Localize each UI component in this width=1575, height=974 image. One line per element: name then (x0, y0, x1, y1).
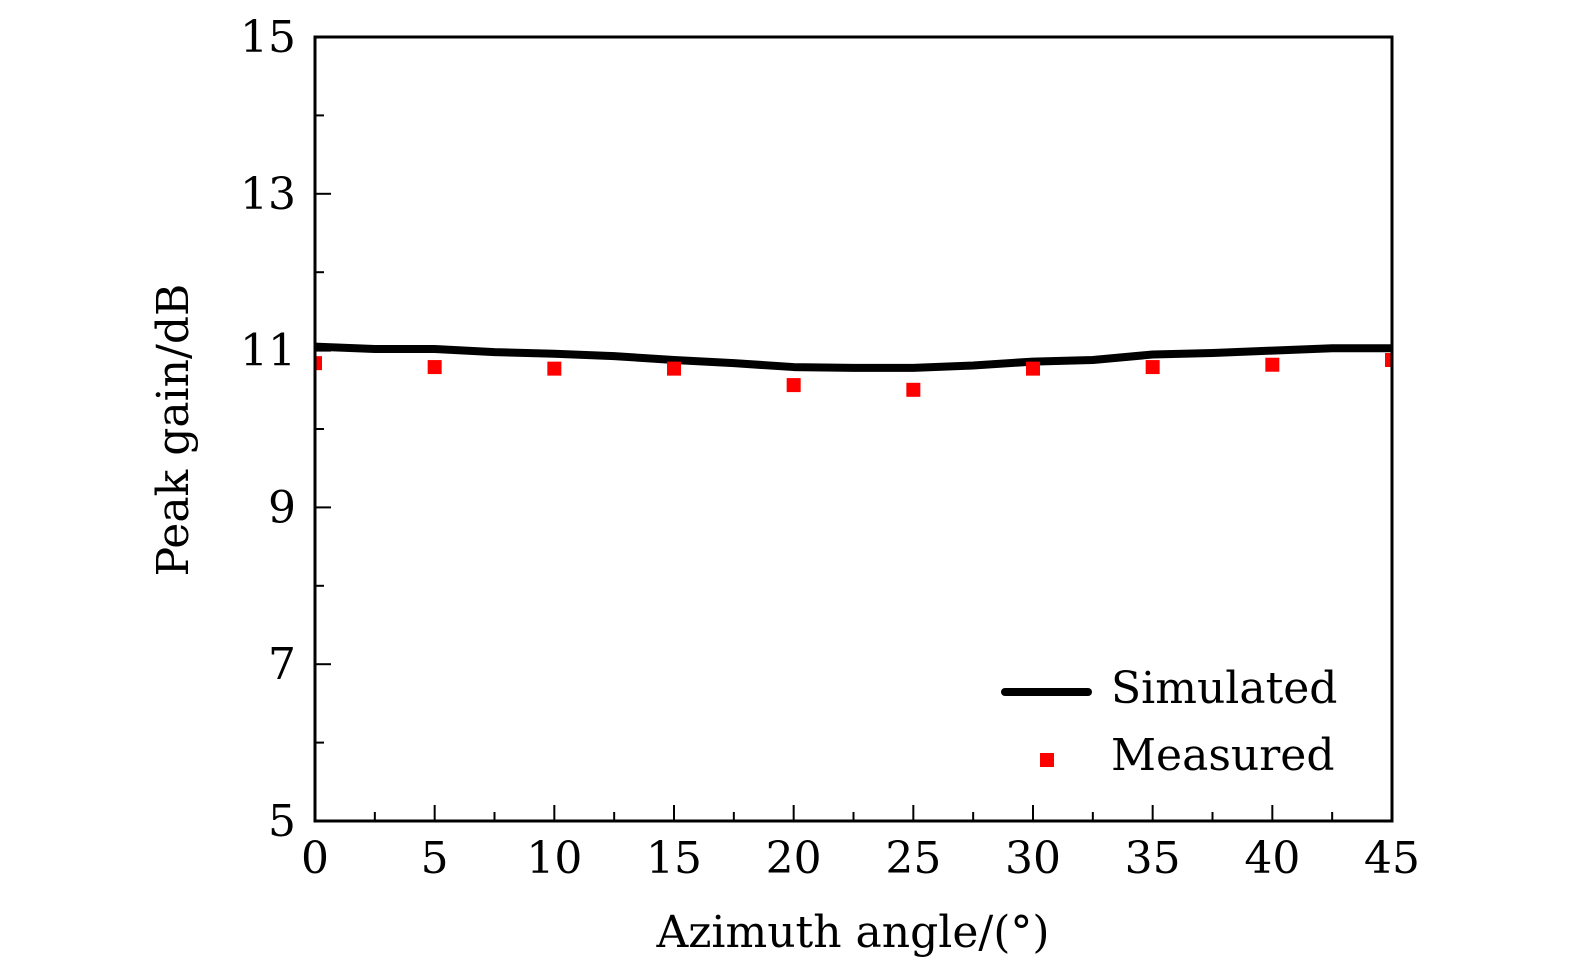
x-tick-label: 35 (1125, 833, 1181, 884)
measured-point (1026, 361, 1040, 376)
y-axis-title: Peak gain/dB (148, 284, 199, 577)
x-tick-label: 5 (421, 833, 449, 884)
x-tick-label: 15 (646, 833, 702, 884)
legend-measured-label: Measured (1111, 730, 1334, 781)
y-tick-label: 13 (240, 169, 296, 220)
measured-point (786, 378, 801, 393)
measured-point (547, 361, 562, 376)
legend-measured-swatch (1040, 753, 1054, 767)
legend-simulated-label: Simulated (1111, 663, 1337, 714)
x-tick-label: 0 (301, 833, 329, 884)
legend: Simulated Measured (1001, 663, 1337, 781)
x-tick-label: 30 (1005, 833, 1061, 884)
x-tick-label: 40 (1244, 833, 1300, 884)
y-tick-label: 9 (268, 482, 296, 533)
measured-point (1385, 353, 1392, 368)
measured-point (1145, 360, 1160, 375)
x-tick-label: 45 (1364, 833, 1420, 884)
y-tick-labels: 5 7 9 11 13 15 (240, 12, 296, 847)
measured-point (667, 361, 681, 376)
x-axis-title: Azimuth angle/(°) (655, 907, 1049, 958)
x-tick-label: 25 (885, 833, 941, 884)
minor-ticks (315, 114, 1334, 821)
series-layer (315, 342, 1392, 397)
x-tick-label: 20 (766, 833, 822, 884)
series-simulated-line (315, 342, 1392, 372)
measured-point (1265, 357, 1280, 372)
x-tick-labels: 0 5 10 15 20 25 30 35 40 45 (301, 833, 1420, 884)
measured-point (906, 382, 921, 397)
measured-point (427, 360, 442, 375)
plot-frame (313, 35, 1394, 823)
measured-point (315, 356, 322, 371)
y-tick-label: 15 (240, 12, 296, 63)
y-tick-label: 5 (268, 796, 296, 847)
y-tick-label: 7 (268, 639, 296, 690)
x-tick-label: 10 (526, 833, 582, 884)
y-tick-label: 11 (240, 326, 296, 377)
